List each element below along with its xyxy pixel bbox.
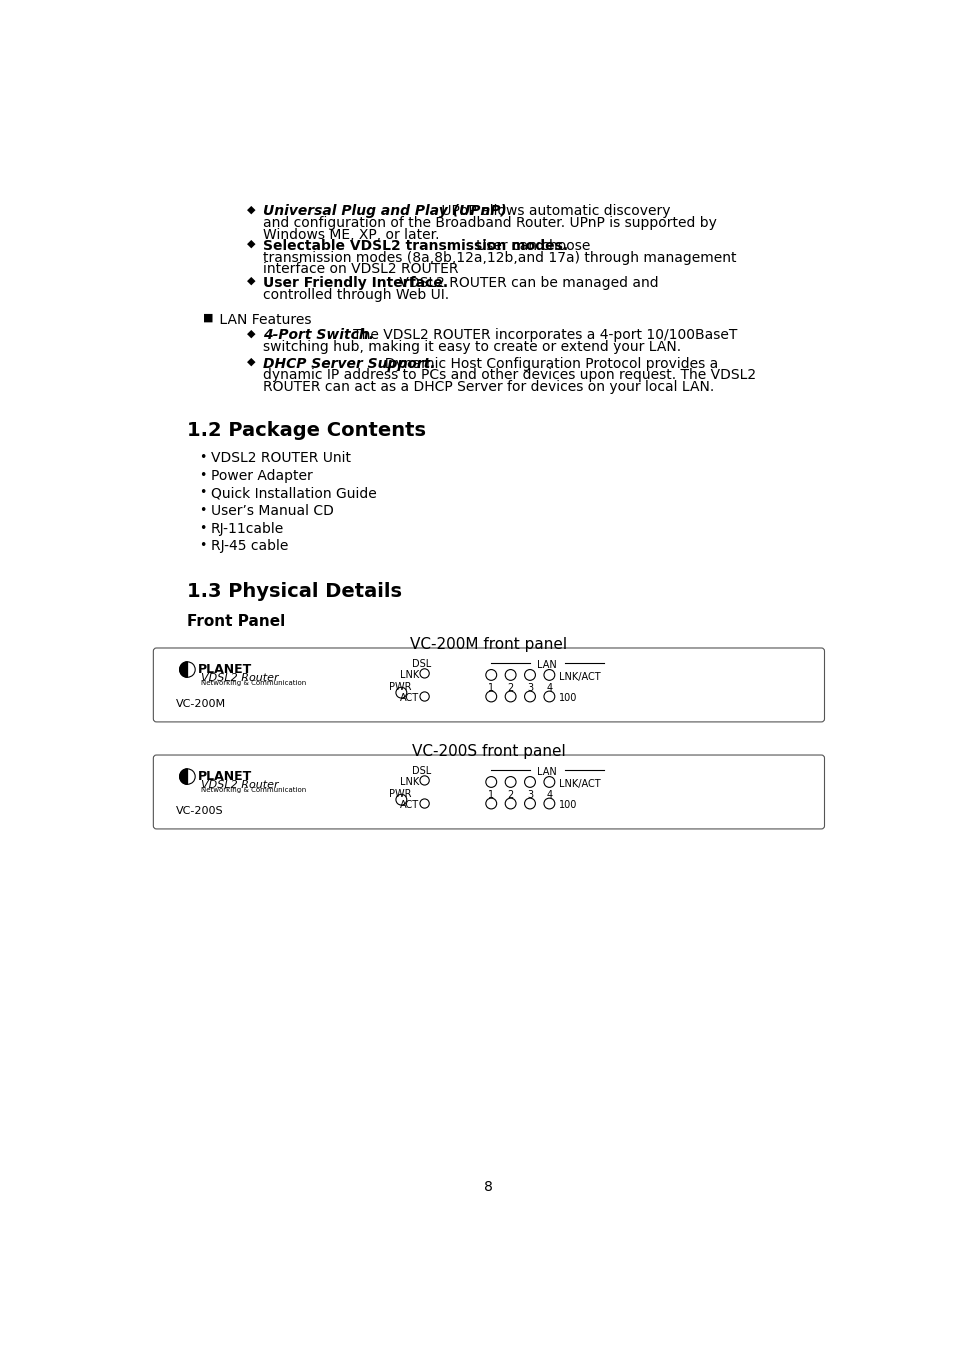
- Text: ◆: ◆: [247, 204, 255, 215]
- Text: 4: 4: [546, 790, 552, 800]
- Text: 2: 2: [507, 684, 514, 693]
- Text: Quick Installation Guide: Quick Installation Guide: [211, 486, 376, 500]
- Text: VC-200S front panel: VC-200S front panel: [412, 744, 565, 759]
- Text: LNK/ACT: LNK/ACT: [558, 780, 600, 789]
- Text: and configuration of the Broadband Router. UPnP is supported by: and configuration of the Broadband Route…: [262, 216, 716, 230]
- Text: DHCP Server Support.: DHCP Server Support.: [262, 357, 435, 372]
- Text: Selectable VDSL2 transmission modes.: Selectable VDSL2 transmission modes.: [262, 239, 567, 253]
- Text: 8: 8: [484, 1179, 493, 1194]
- Text: 100: 100: [558, 693, 578, 704]
- Text: ROUTER can act as a DHCP Server for devices on your local LAN.: ROUTER can act as a DHCP Server for devi…: [262, 380, 713, 394]
- Text: dynamic IP address to PCs and other devices upon request. The VDSL2: dynamic IP address to PCs and other devi…: [262, 369, 755, 382]
- Text: ◆: ◆: [247, 328, 255, 339]
- Text: LNK: LNK: [399, 670, 418, 680]
- Text: VDSL2 Router: VDSL2 Router: [201, 673, 278, 682]
- Text: 1.2 Package Contents: 1.2 Package Contents: [187, 422, 426, 440]
- Text: VDSL2 Router: VDSL2 Router: [201, 780, 278, 790]
- Text: DSL: DSL: [412, 659, 431, 669]
- Text: DSL: DSL: [412, 766, 431, 775]
- Text: 1: 1: [488, 684, 494, 693]
- Text: RJ-11cable: RJ-11cable: [211, 521, 284, 536]
- Text: •: •: [199, 539, 206, 553]
- Text: LNK/ACT: LNK/ACT: [558, 671, 600, 682]
- Text: Windows ME, XP, or later.: Windows ME, XP, or later.: [262, 227, 438, 242]
- Text: 1.3 Physical Details: 1.3 Physical Details: [187, 582, 402, 601]
- Text: VDSL2 ROUTER can be managed and: VDSL2 ROUTER can be managed and: [395, 276, 659, 290]
- Text: transmission modes (8a,8b,12a,12b,and 17a) through management: transmission modes (8a,8b,12a,12b,and 17…: [262, 251, 736, 265]
- Text: Universal Plug and Play (UPnP): Universal Plug and Play (UPnP): [262, 204, 506, 219]
- Text: VC-200M: VC-200M: [175, 698, 226, 709]
- Text: User can choose: User can choose: [462, 239, 589, 253]
- Text: 3: 3: [526, 790, 533, 800]
- Text: ◆: ◆: [247, 357, 255, 367]
- Text: LNK: LNK: [399, 777, 418, 786]
- Text: 4-Port Switch.: 4-Port Switch.: [262, 328, 374, 342]
- Text: The VDSL2 ROUTER incorporates a 4-port 10/100BaseT: The VDSL2 ROUTER incorporates a 4-port 1…: [340, 328, 737, 342]
- Text: •: •: [199, 521, 206, 535]
- Text: Dynamic Host Configuration Protocol provides a: Dynamic Host Configuration Protocol prov…: [375, 357, 718, 372]
- Text: PWR: PWR: [389, 789, 411, 798]
- Text: VC-200S: VC-200S: [175, 805, 223, 816]
- Text: •: •: [199, 486, 206, 500]
- Text: ACT: ACT: [399, 800, 418, 809]
- Text: LAN: LAN: [537, 661, 557, 670]
- FancyBboxPatch shape: [153, 648, 823, 721]
- Text: PWR: PWR: [389, 682, 411, 692]
- Text: PLANET: PLANET: [198, 770, 253, 784]
- Text: interface on VDSL2 ROUTER: interface on VDSL2 ROUTER: [262, 262, 457, 276]
- Text: Networking & Communication: Networking & Communication: [201, 788, 306, 793]
- Text: VC-200M front panel: VC-200M front panel: [410, 638, 567, 653]
- Text: switching hub, making it easy to create or extend your LAN.: switching hub, making it easy to create …: [262, 340, 680, 354]
- Text: PLANET: PLANET: [198, 663, 253, 677]
- Polygon shape: [179, 769, 187, 785]
- Text: •: •: [199, 504, 206, 517]
- Text: 4: 4: [546, 684, 552, 693]
- Text: LAN: LAN: [537, 767, 557, 777]
- Text: RJ-45 cable: RJ-45 cable: [211, 539, 288, 554]
- Polygon shape: [179, 662, 187, 677]
- Text: Front Panel: Front Panel: [187, 615, 285, 630]
- Text: User’s Manual CD: User’s Manual CD: [211, 504, 334, 517]
- Text: controlled through Web UI.: controlled through Web UI.: [262, 288, 448, 301]
- Text: ◆: ◆: [247, 276, 255, 286]
- Text: LAN Features: LAN Features: [214, 313, 311, 327]
- Text: 100: 100: [558, 800, 578, 811]
- Text: ◆: ◆: [247, 239, 255, 249]
- Text: 2: 2: [507, 790, 514, 800]
- Text: ■: ■: [203, 313, 213, 323]
- Text: User Friendly Interface.: User Friendly Interface.: [262, 276, 447, 290]
- FancyBboxPatch shape: [153, 755, 823, 830]
- Text: 1: 1: [488, 790, 494, 800]
- Text: VDSL2 ROUTER Unit: VDSL2 ROUTER Unit: [211, 451, 351, 465]
- Text: ACT: ACT: [399, 693, 418, 703]
- Text: •: •: [199, 451, 206, 463]
- Text: 3: 3: [526, 684, 533, 693]
- Text: Networking & Communication: Networking & Communication: [201, 681, 306, 686]
- Text: Power Adapter: Power Adapter: [211, 469, 313, 482]
- Text: •: •: [199, 469, 206, 481]
- Text: UPnP allows automatic discovery: UPnP allows automatic discovery: [436, 204, 670, 219]
